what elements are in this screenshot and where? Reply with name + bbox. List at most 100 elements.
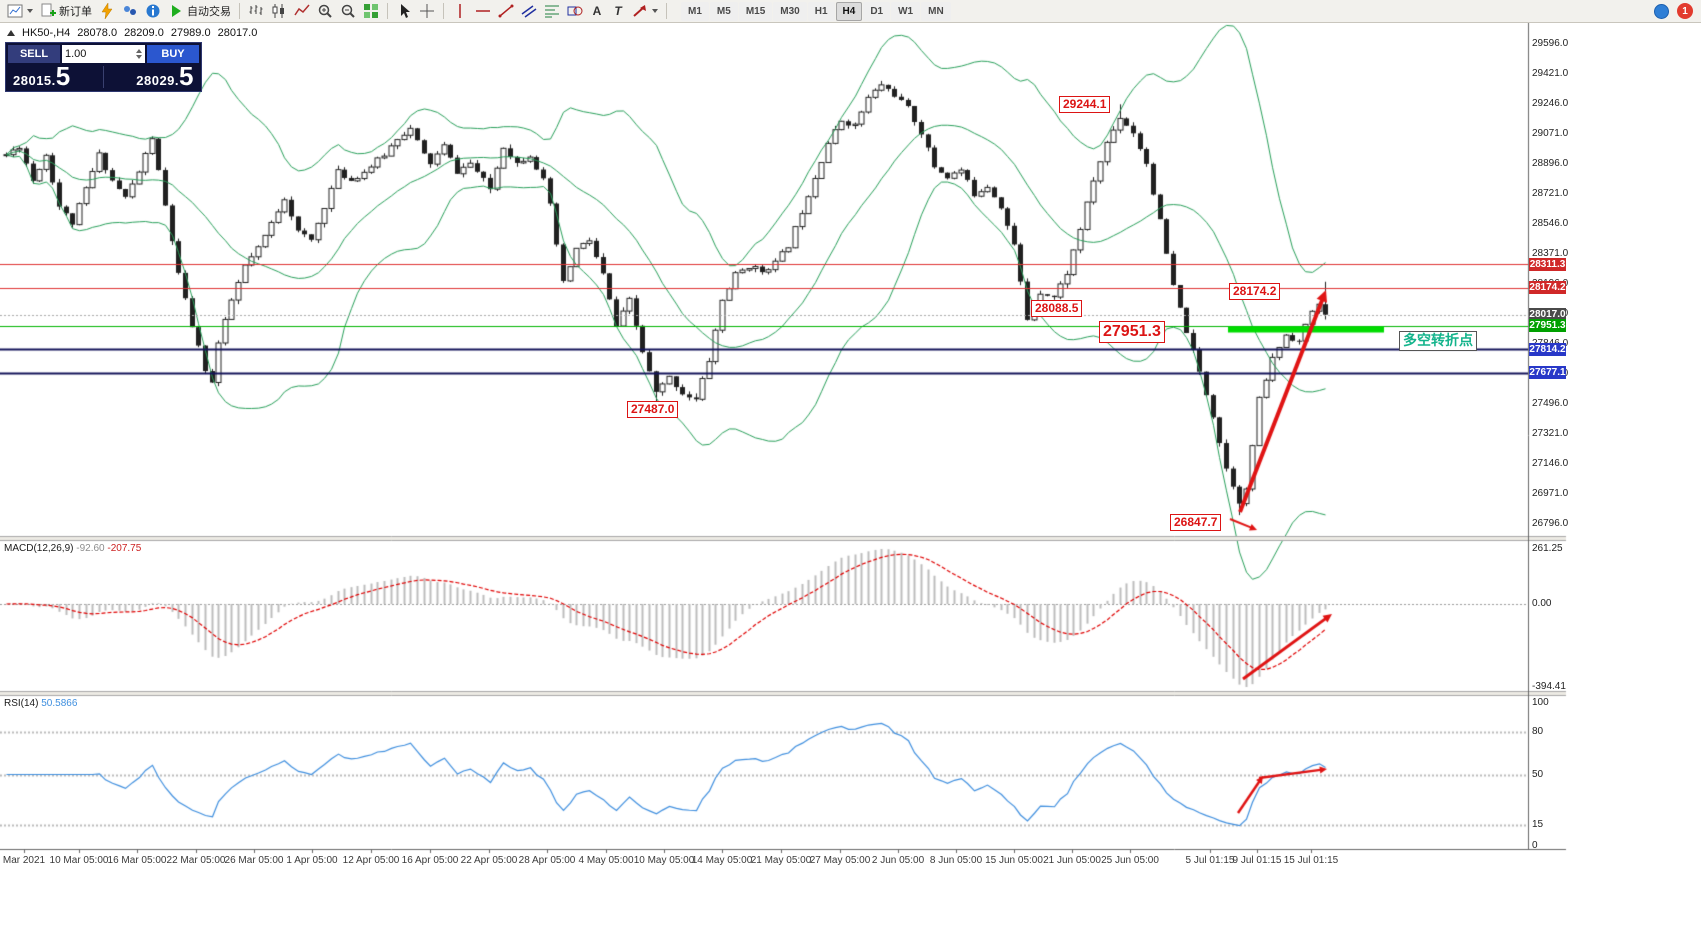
auto-trading-button-label: 自动交易 xyxy=(187,6,231,18)
auto-trading-icon xyxy=(168,3,184,19)
volume-value[interactable]: 1.00 xyxy=(65,48,87,60)
text-label-tool-button-glyph: T xyxy=(614,4,622,18)
rsi-axis-label: 100 xyxy=(1532,697,1549,708)
price-tag[interactable]: 27814.2 xyxy=(1529,342,1566,356)
toolbar-separator xyxy=(443,3,444,19)
timeframe-m30[interactable]: M30 xyxy=(773,1,807,21)
new-order-button-label: 新订单 xyxy=(59,6,92,18)
fibonacci-icon xyxy=(544,3,560,19)
annotation-label[interactable]: 27487.0 xyxy=(627,401,679,418)
timeframe-m15[interactable]: M15 xyxy=(738,1,773,21)
time-axis-label: 16 Mar 05:00 xyxy=(107,855,167,866)
time-axis-label: 22 Apr 05:00 xyxy=(460,855,518,866)
time-axis-label: 28 Apr 05:00 xyxy=(518,855,576,866)
macd-indicator-label: MACD(12,26,9) -92.60 -207.75 xyxy=(4,543,142,554)
toolbar-separator xyxy=(666,3,667,19)
time-axis-label: 5 Jul 01:15 xyxy=(1185,855,1235,866)
time-axis-label: 15 Jun 05:00 xyxy=(985,855,1043,866)
price-axis-label: 29071.0 xyxy=(1532,128,1569,139)
auto-trading-button[interactable]: 自动交易 xyxy=(165,1,234,21)
one-click-trading-panel: SELL 1.00 BUY 28015.5 28029.5 xyxy=(5,42,202,92)
price-axis-label: 26796.0 xyxy=(1532,518,1569,529)
price-tag[interactable]: 28311.3 xyxy=(1529,257,1566,271)
timeframe-h1[interactable]: H1 xyxy=(807,1,835,21)
crosshair-button[interactable] xyxy=(416,1,438,21)
bar-low-value: 27989.0 xyxy=(170,27,211,39)
sell-button[interactable]: SELL xyxy=(8,45,60,63)
zoom-out-button[interactable] xyxy=(337,1,359,21)
line-chart-button[interactable] xyxy=(291,1,313,21)
bar-high-value: 28209.0 xyxy=(124,27,164,39)
text-tool-button[interactable]: A xyxy=(587,1,607,21)
metaeditor-button[interactable] xyxy=(96,1,118,21)
time-axis-label: 21 May 05:00 xyxy=(750,855,812,866)
symbol-info: HK50-,H4 28078.0 28209.0 27989.0 28017.0 xyxy=(7,27,257,39)
price-tag[interactable]: 28017.0 xyxy=(1529,308,1566,322)
rsi-indicator-label: RSI(14) 50.5866 xyxy=(4,698,78,709)
trendline-button[interactable] xyxy=(495,1,517,21)
horizontal-line-button[interactable] xyxy=(472,1,494,21)
community-icon[interactable] xyxy=(1654,3,1669,19)
price-axis-label: 28896.0 xyxy=(1532,158,1569,169)
time-axis-label: 4 May 05:00 xyxy=(578,855,634,866)
vertical-line-button[interactable] xyxy=(449,1,471,21)
candle-chart-button[interactable] xyxy=(268,1,290,21)
annotation-label[interactable]: 29244.1 xyxy=(1059,96,1111,113)
price-axis-label: 27496.0 xyxy=(1532,398,1569,409)
new-chart-button[interactable] xyxy=(4,1,36,21)
price-tag[interactable]: 27951.3 xyxy=(1529,319,1566,333)
time-axis-label: 22 Mar 05:00 xyxy=(166,855,226,866)
buy-button[interactable]: BUY xyxy=(147,45,199,63)
time-axis-label: 26 Mar 05:00 xyxy=(224,855,284,866)
time-axis-label: Mar 2021 xyxy=(2,855,46,866)
timeframe-w1[interactable]: W1 xyxy=(891,1,921,21)
price-tag[interactable]: 28174.2 xyxy=(1529,281,1566,295)
notification-badge[interactable]: 1 xyxy=(1677,3,1693,19)
annotation-label[interactable]: 27951.3 xyxy=(1099,321,1165,343)
timeframe-m1[interactable]: M1 xyxy=(681,1,709,21)
metaeditor-icon xyxy=(99,3,115,19)
time-axis-label: 25 Jun 05:00 xyxy=(1101,855,1159,866)
price-tag[interactable]: 27677.1 xyxy=(1529,366,1566,380)
price-axis-label: 28546.0 xyxy=(1532,218,1569,229)
timeframe-d1[interactable]: D1 xyxy=(863,1,891,21)
toolbar-separator xyxy=(239,3,240,19)
macd-axis-label: 261.25 xyxy=(1532,543,1563,554)
trendline-icon xyxy=(498,3,514,19)
zoom-in-button[interactable] xyxy=(314,1,336,21)
fibonacci-button[interactable] xyxy=(541,1,563,21)
one-click-toggle-icon[interactable] xyxy=(7,30,15,36)
shapes-icon xyxy=(567,3,583,19)
arrows-tool-button[interactable] xyxy=(629,1,661,21)
caret-icon xyxy=(27,9,33,13)
volume-spin-buttons[interactable] xyxy=(136,49,142,59)
price-axis-label: 28371.0 xyxy=(1532,248,1569,259)
shapes-button[interactable] xyxy=(564,1,586,21)
tile-windows-button[interactable] xyxy=(360,1,382,21)
chart-canvas[interactable] xyxy=(0,0,1701,880)
time-axis-label: 21 Jun 05:00 xyxy=(1043,855,1101,866)
text-tool-button-glyph: A xyxy=(592,4,602,18)
annotation-label[interactable]: 多空转折点 xyxy=(1399,331,1477,351)
annotation-label[interactable]: 28174.2 xyxy=(1229,283,1281,300)
toolbar-right-icons: 1 xyxy=(1654,3,1693,19)
annotation-label[interactable]: 28088.5 xyxy=(1031,300,1083,317)
caret-icon xyxy=(652,9,658,13)
volume-stepper[interactable]: 1.00 xyxy=(62,45,145,63)
timeframe-mn[interactable]: MN xyxy=(921,1,951,21)
timeframe-h4[interactable]: H4 xyxy=(835,1,863,21)
bar-chart-button[interactable] xyxy=(245,1,267,21)
annotation-label[interactable]: 26847.7 xyxy=(1170,514,1222,531)
equidistant-channel-button[interactable] xyxy=(518,1,540,21)
timeframe-m5[interactable]: M5 xyxy=(709,1,738,21)
bar-open-value: 28078.0 xyxy=(77,27,118,39)
data-window-button[interactable] xyxy=(142,1,164,21)
time-axis-label: 15 Jul 01:15 xyxy=(1283,855,1339,866)
equidistant-channel-icon xyxy=(521,3,537,19)
price-axis-label: 27146.0 xyxy=(1532,458,1569,469)
new-order-button[interactable]: 新订单 xyxy=(37,1,95,21)
cursor-button[interactable] xyxy=(393,1,415,21)
market-watch-button[interactable] xyxy=(119,1,141,21)
text-label-tool-button[interactable]: T xyxy=(608,1,628,21)
bar-close-value: 28017.0 xyxy=(217,27,258,39)
